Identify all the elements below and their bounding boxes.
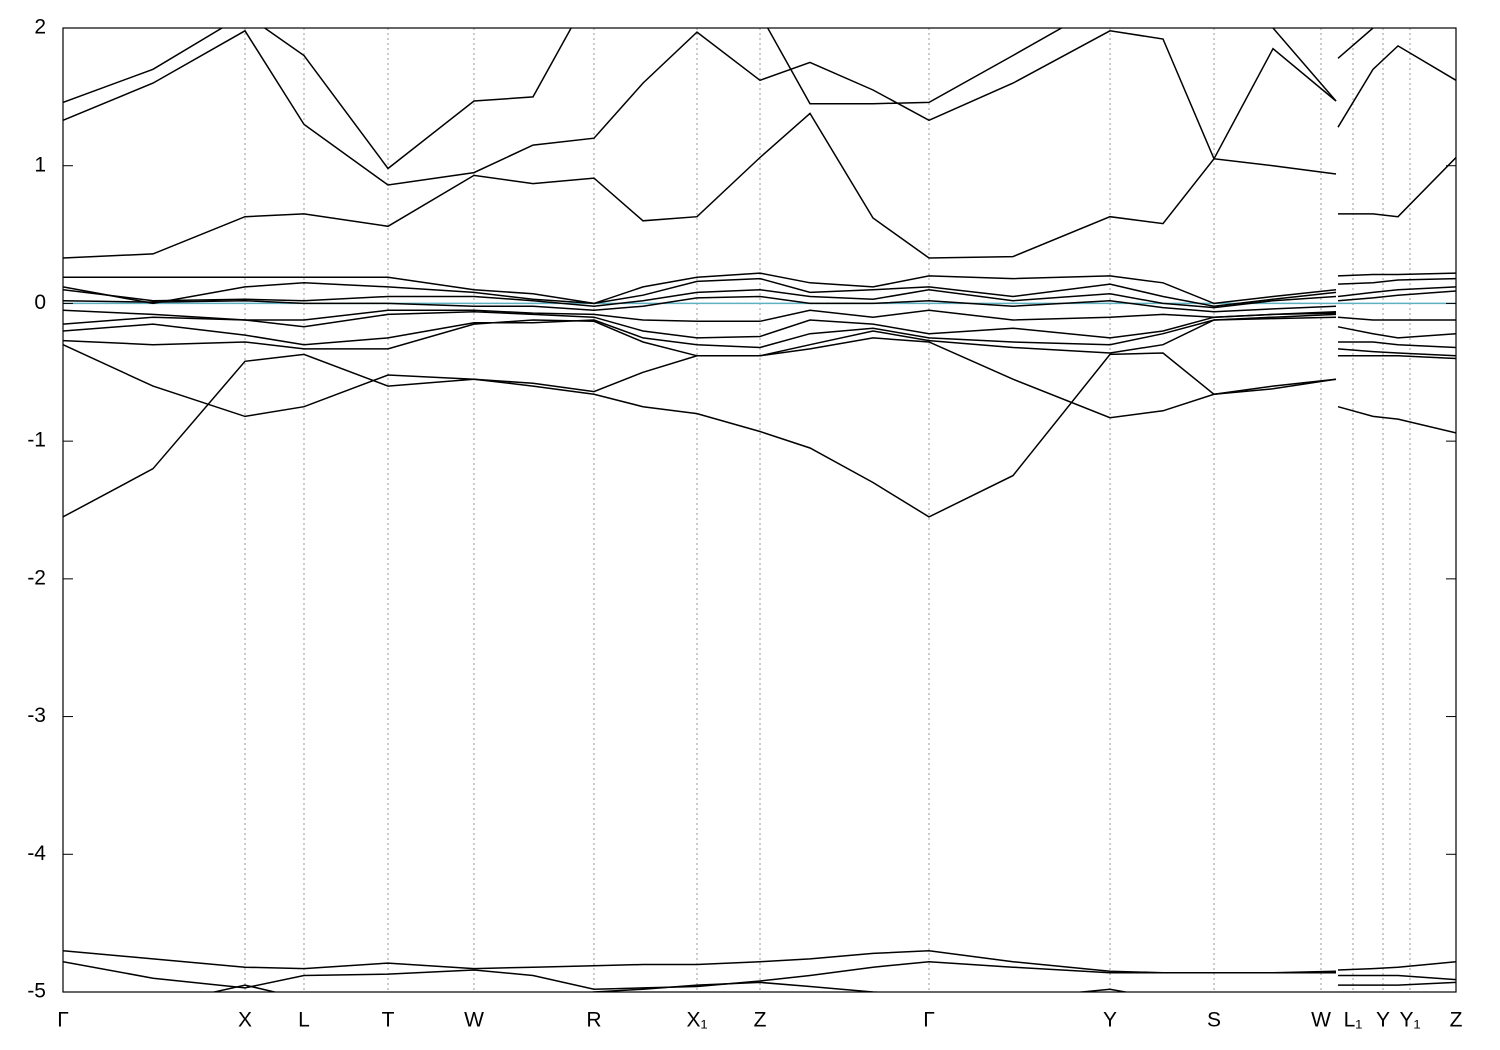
band xyxy=(63,313,1456,349)
y-tick-label: -2 xyxy=(27,566,46,589)
band xyxy=(63,960,1456,990)
x-tick-label: Y₁ xyxy=(1399,1009,1420,1032)
x-tick-label: R xyxy=(586,1009,601,1032)
y-tick-label: 1 xyxy=(34,153,46,176)
y-tick-label: -3 xyxy=(27,704,46,727)
band xyxy=(63,337,1456,419)
x-tick-label: L xyxy=(298,1009,310,1032)
y-tick-label: -4 xyxy=(27,842,46,865)
band xyxy=(63,29,1456,186)
axes-layer: -5 -4 -3 -2 -1 0 1 2 Γ X L T W R X₁ Z Γ Y S W L₁ Y Y₁ Z xyxy=(27,16,1462,1032)
x-tick-label: W xyxy=(1311,1009,1331,1032)
y-tick-label: -5 xyxy=(27,980,46,1003)
band xyxy=(63,277,1456,307)
band xyxy=(210,981,1456,992)
grid-layer xyxy=(62,28,1457,992)
y-tick-label: 2 xyxy=(34,16,46,39)
plot-frame xyxy=(62,27,1457,993)
band xyxy=(63,286,1456,309)
band xyxy=(63,309,1456,323)
x-tick-label: W xyxy=(464,1009,484,1032)
x-tick-label: T xyxy=(382,1009,395,1032)
x-tick-label: L₁ xyxy=(1344,1009,1363,1032)
x-tick-label: S xyxy=(1207,1009,1221,1032)
x-tick-label: Z xyxy=(754,1009,767,1032)
x-tick-label: Z xyxy=(1450,1009,1463,1032)
y-tick-label: 0 xyxy=(34,291,46,314)
x-tick-label: Γ xyxy=(923,1009,935,1032)
bands-layer xyxy=(63,28,1456,992)
band xyxy=(63,310,1456,339)
x-tick-label: X₁ xyxy=(686,1009,707,1032)
x-tick-label: Γ xyxy=(57,1009,69,1032)
x-tick-label: X xyxy=(238,1009,252,1032)
band xyxy=(63,352,1456,518)
band xyxy=(63,290,1456,313)
band xyxy=(63,28,1375,170)
band xyxy=(63,272,1456,305)
band xyxy=(63,112,1456,259)
y-tick-label: -1 xyxy=(27,429,46,452)
x-tick-label: Y xyxy=(1376,1009,1390,1032)
x-tick-label: Y xyxy=(1103,1009,1117,1032)
